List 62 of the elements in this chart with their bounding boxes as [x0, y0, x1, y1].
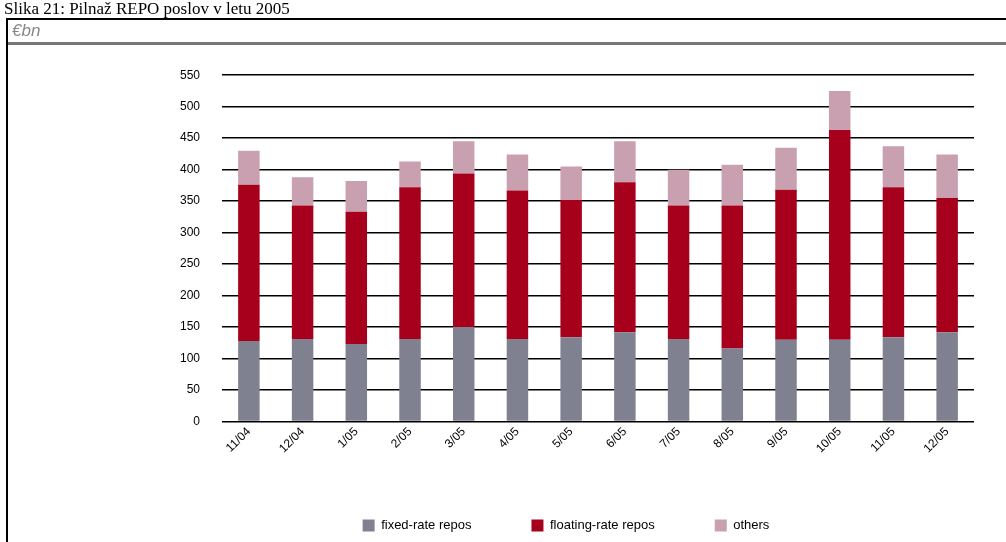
- bar: [506, 339, 529, 421]
- y-tick-label: 400: [179, 161, 201, 176]
- bar: [721, 205, 744, 349]
- bar: [936, 198, 958, 333]
- bar: [345, 211, 368, 345]
- bar: [399, 339, 421, 421]
- bar: [614, 332, 636, 421]
- y-tick-label: 350: [179, 193, 201, 208]
- bar: [667, 205, 690, 340]
- bar: [721, 164, 744, 206]
- bar: [667, 169, 690, 206]
- bar: [721, 348, 744, 421]
- bar: [775, 147, 797, 190]
- bar: [452, 141, 475, 174]
- bar: [882, 187, 905, 338]
- y-tick-label: 100: [179, 350, 201, 365]
- bar: [452, 327, 475, 421]
- y-tick-label: 300: [179, 224, 201, 239]
- bar: [399, 161, 421, 188]
- bar: [560, 166, 582, 200]
- bar: [506, 190, 529, 340]
- y-tick-label: 500: [179, 99, 201, 113]
- bar: [667, 339, 690, 421]
- bar: [936, 154, 958, 199]
- bar: [775, 339, 797, 421]
- bar: [882, 146, 905, 188]
- bar: [828, 90, 851, 130]
- bar: [936, 332, 958, 421]
- bar: [452, 173, 475, 328]
- y-tick-label: 150: [179, 319, 201, 334]
- chart-title: Slika 21: Pilnaž REPO poslov v letu 2005: [3, 0, 291, 18]
- legend-label: fixed-rate repos: [381, 517, 472, 533]
- x-tick-label: 7/05: [656, 424, 684, 451]
- bar: [828, 129, 851, 340]
- y-tick-label: 50: [186, 382, 201, 397]
- bar: [506, 154, 529, 191]
- text: €bn: [8, 20, 1006, 45]
- x-tick-label: 4/05: [495, 424, 523, 451]
- y-tick-label: 0: [193, 413, 201, 428]
- bar: [291, 177, 314, 206]
- legend-label: others: [733, 517, 770, 533]
- bar: [560, 337, 582, 421]
- y-tick-label: 200: [179, 287, 201, 302]
- y-tick-label: 550: [179, 67, 201, 82]
- bar: [238, 150, 260, 185]
- bar: [238, 340, 260, 421]
- bar: [238, 184, 260, 341]
- bar: [291, 339, 314, 421]
- y-tick-label: 450: [179, 130, 201, 145]
- bar: [399, 187, 421, 340]
- bar: [345, 181, 368, 212]
- bar: [560, 199, 582, 338]
- bar: [775, 189, 797, 340]
- bar: [882, 337, 905, 421]
- bar: [291, 205, 314, 340]
- bar: [614, 182, 636, 333]
- bar: [614, 141, 636, 183]
- y-tick-label: 250: [179, 256, 201, 271]
- bar: [345, 344, 368, 421]
- x-tick-label: 6/05: [602, 424, 630, 451]
- legend-label: floating-rate repos: [549, 517, 656, 533]
- bar: [828, 339, 851, 421]
